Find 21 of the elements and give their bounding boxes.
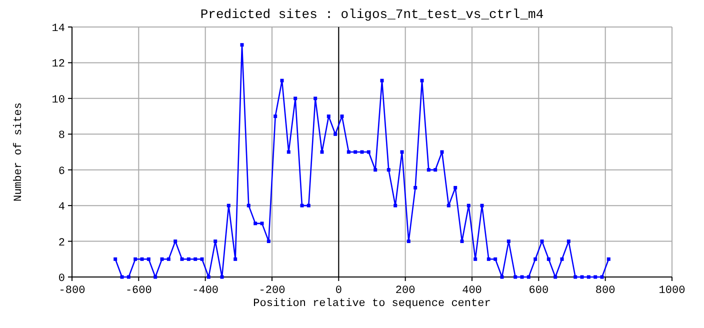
- x-tick-label: -800: [58, 285, 86, 297]
- x-tick-label: 600: [528, 285, 549, 297]
- y-tick-label: 6: [58, 166, 65, 178]
- x-tick-label: -200: [258, 285, 286, 297]
- y-axis-title: Number of sites: [13, 102, 25, 202]
- y-tick-label: 8: [58, 130, 65, 142]
- x-tick-label: -600: [125, 285, 152, 297]
- x-tick-label: 400: [462, 285, 482, 297]
- x-tick-label: 800: [595, 285, 616, 297]
- y-tick-label: 0: [58, 273, 65, 285]
- y-tick-label: 14: [52, 23, 66, 35]
- chart-title: Predicted sites : oligos_7nt_test_vs_ctrl_m4: [200, 7, 544, 22]
- y-tick-label: 10: [52, 94, 65, 106]
- y-tick-label: 2: [58, 237, 65, 250]
- y-tick-label: 12: [52, 58, 65, 71]
- x-tick-label: 0: [335, 285, 342, 297]
- y-tick-label: 4: [58, 202, 66, 214]
- x-tick-label: 200: [395, 285, 416, 297]
- x-tick-label: 1000: [658, 285, 686, 297]
- x-tick-label: -400: [192, 285, 219, 297]
- x-axis-title: Position relative to sequence center: [253, 298, 491, 310]
